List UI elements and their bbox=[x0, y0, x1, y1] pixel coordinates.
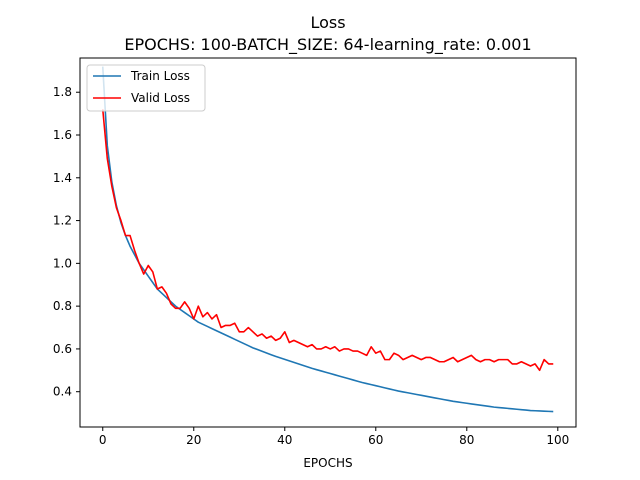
legend-label-valid-loss: Valid Loss bbox=[131, 91, 190, 105]
x-tick-label: 40 bbox=[277, 433, 292, 447]
chart-subtitle: EPOCHS: 100-BATCH_SIZE: 64-learning_rate… bbox=[124, 35, 531, 55]
y-tick-label: 1.4 bbox=[53, 171, 72, 185]
x-tick-label: 20 bbox=[186, 433, 201, 447]
legend: Train Loss Valid Loss bbox=[86, 64, 206, 112]
x-tick-label: 80 bbox=[459, 433, 474, 447]
y-tick-label: 0.8 bbox=[53, 299, 72, 313]
y-tick-label: 1.6 bbox=[53, 128, 72, 142]
y-tick-label: 0.6 bbox=[53, 342, 72, 356]
x-tick-label: 0 bbox=[99, 433, 107, 447]
plot-lines bbox=[101, 66, 554, 413]
y-tick-label: 1.8 bbox=[53, 85, 72, 99]
legend-label-train-loss: Train Loss bbox=[130, 69, 190, 83]
x-axis-ticks: 0 20 40 60 80 100 bbox=[99, 427, 569, 447]
chart-title: Loss bbox=[310, 13, 345, 32]
x-tick-label: 60 bbox=[368, 433, 383, 447]
x-tick-label: 100 bbox=[546, 433, 569, 447]
series-line-valid-loss bbox=[101, 109, 554, 372]
axes-frame bbox=[79, 57, 577, 428]
y-tick-label: 0.4 bbox=[53, 385, 72, 399]
y-tick-label: 1.2 bbox=[53, 214, 72, 228]
y-tick-label: 1.0 bbox=[53, 256, 72, 270]
y-axis-ticks: 0.4 0.6 0.8 1.0 1.2 1.4 1.6 1.8 bbox=[53, 85, 80, 399]
x-axis-label: EPOCHS bbox=[303, 456, 352, 470]
